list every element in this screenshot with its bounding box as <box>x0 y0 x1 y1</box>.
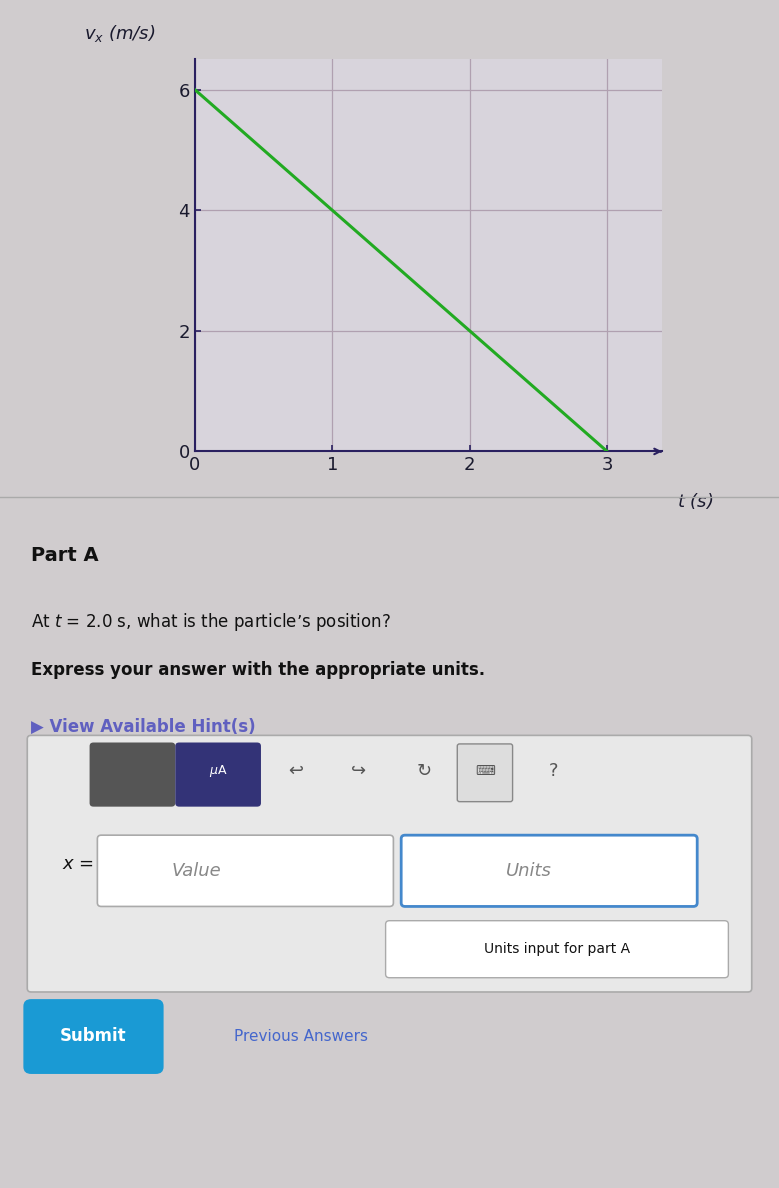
Text: Units: Units <box>506 861 552 880</box>
Text: ▶ View Available Hint(s): ▶ View Available Hint(s) <box>31 718 256 735</box>
Y-axis label: $v_x$ (m/s): $v_x$ (m/s) <box>84 23 156 44</box>
FancyBboxPatch shape <box>90 742 175 807</box>
FancyBboxPatch shape <box>23 999 164 1074</box>
FancyBboxPatch shape <box>27 735 752 992</box>
FancyBboxPatch shape <box>401 835 697 906</box>
Text: ⌨: ⌨ <box>475 764 495 778</box>
FancyBboxPatch shape <box>457 744 513 802</box>
Text: Express your answer with the appropriate units.: Express your answer with the appropriate… <box>31 661 485 678</box>
Text: ↻: ↻ <box>417 762 432 781</box>
Text: $x$ =: $x$ = <box>62 854 94 873</box>
Text: ↪: ↪ <box>351 762 366 781</box>
Text: Value: Value <box>171 861 221 880</box>
X-axis label: $t$ (s): $t$ (s) <box>677 491 713 511</box>
Text: Previous Answers: Previous Answers <box>234 1029 368 1044</box>
FancyBboxPatch shape <box>97 835 393 906</box>
Text: Submit: Submit <box>60 1028 127 1045</box>
Text: ?: ? <box>548 762 558 781</box>
Text: Units input for part A: Units input for part A <box>484 942 630 956</box>
FancyBboxPatch shape <box>175 742 261 807</box>
Text: At $t$ = 2.0 s, what is the particle’s position?: At $t$ = 2.0 s, what is the particle’s p… <box>31 611 391 633</box>
Text: ↩: ↩ <box>288 762 304 781</box>
FancyBboxPatch shape <box>386 921 728 978</box>
Text: $\mu$A: $\mu$A <box>209 763 227 779</box>
Text: Part A: Part A <box>31 546 99 565</box>
